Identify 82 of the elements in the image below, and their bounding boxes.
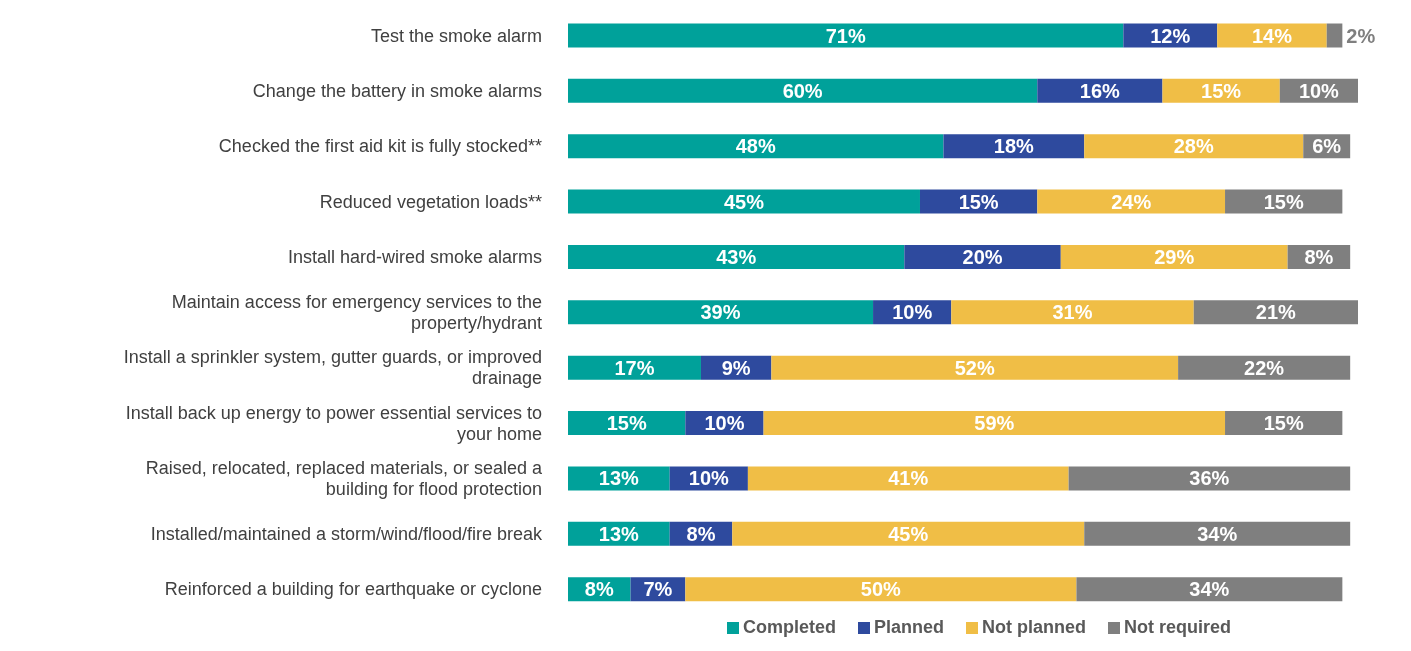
bar: [568, 134, 944, 159]
y-tick-label: Test the smoke alarm: [370, 25, 542, 46]
y-tick-label: Install hard-wired smoke alarms: [287, 247, 542, 268]
bar: [568, 244, 905, 269]
data-label: 14%: [1251, 24, 1293, 47]
data-label: 13%: [598, 522, 640, 545]
data-label: 50%: [860, 578, 902, 601]
bar: [1178, 355, 1351, 380]
bar: [1084, 134, 1304, 159]
bar: [568, 355, 701, 380]
bar: [1060, 244, 1288, 269]
data-label: 18%: [993, 135, 1035, 158]
legend-label: Completed: [741, 617, 836, 638]
bar: [1326, 23, 1343, 48]
data-label: 39%: [700, 301, 741, 324]
data-label: 45%: [888, 522, 929, 545]
data-label: 6%: [1312, 135, 1342, 158]
data-label: 13%: [598, 467, 640, 490]
data-label: 31%: [1052, 301, 1093, 324]
bar: [771, 355, 1179, 380]
bar: [1084, 521, 1351, 546]
data-label: 24%: [1111, 190, 1152, 213]
y-tick-label: Checked the first aid kit is fully stocked**: [218, 136, 542, 157]
data-label: 15%: [958, 190, 999, 213]
bar: [763, 411, 1226, 436]
data-label: 9%: [721, 356, 751, 379]
bar: [747, 466, 1069, 491]
y-tick-label: Install a sprinkler system, gutter guards, or improved drainage: [123, 347, 542, 389]
legend-label: Not planned: [981, 617, 1086, 638]
data-label: 15%: [1263, 190, 1304, 213]
data-label: 20%: [962, 245, 1003, 268]
bar: [568, 23, 1124, 48]
data-label: 52%: [954, 356, 995, 379]
data-label: 8%: [1304, 245, 1334, 268]
bar: [568, 300, 874, 325]
bar: [568, 189, 920, 214]
data-label: 36%: [1189, 467, 1230, 490]
bar: [1076, 577, 1343, 602]
data-label: 15%: [1201, 79, 1242, 102]
bar: [1037, 189, 1226, 214]
bar: [1068, 466, 1351, 491]
y-tick-label: Installed/maintained a storm/wind/flood/fire break: [150, 523, 543, 544]
data-label: 34%: [1197, 522, 1238, 545]
bar: [1193, 300, 1358, 325]
data-label: 45%: [723, 190, 765, 213]
data-label: 48%: [735, 135, 776, 158]
data-label: 10%: [892, 301, 933, 324]
bar: [904, 244, 1061, 269]
data-label: 60%: [782, 79, 823, 102]
data-label: 10%: [688, 467, 730, 490]
data-label: 15%: [606, 412, 647, 435]
data-label: 28%: [1173, 135, 1214, 158]
data-label: 43%: [716, 245, 757, 268]
data-label: 29%: [1154, 245, 1195, 268]
y-tick-label: Reduced vegetation loads**: [319, 191, 542, 212]
bar: [685, 577, 1077, 602]
data-label: 16%: [1079, 79, 1121, 102]
legend-label: Planned: [873, 617, 944, 638]
data-label: 8%: [686, 522, 716, 545]
data-label: 41%: [888, 467, 929, 490]
y-tick-label: Raised, relocated, replaced materials, or sealed a building for flood protection: [145, 458, 543, 500]
data-label: 15%: [1263, 412, 1304, 435]
legend-label: Not required: [1123, 617, 1232, 638]
data-label: 17%: [614, 356, 655, 379]
bar: [951, 300, 1194, 325]
data-label: 34%: [1189, 578, 1230, 601]
data-label: 10%: [704, 412, 745, 435]
y-tick-label: Change the battery in smoke alarms: [252, 81, 542, 102]
data-label: 21%: [1255, 301, 1297, 324]
bar: [732, 521, 1085, 546]
data-label: 59%: [974, 412, 1015, 435]
data-label: 12%: [1150, 24, 1191, 47]
data-label: 10%: [1298, 79, 1340, 102]
y-tick-label: Reinforced a building for earthquake or cyclone: [164, 579, 542, 600]
data-label: 71%: [825, 24, 866, 47]
y-tick-label: Maintain access for emergency services to the property/hydrant: [171, 292, 542, 333]
data-label: 7%: [643, 578, 673, 601]
y-tick-label: Install back up energy to power essential services to your home: [125, 402, 542, 444]
data-label: 2%: [1346, 24, 1376, 47]
data-label: 22%: [1244, 356, 1285, 379]
data-label: 8%: [584, 578, 614, 601]
bar: [568, 78, 1038, 103]
